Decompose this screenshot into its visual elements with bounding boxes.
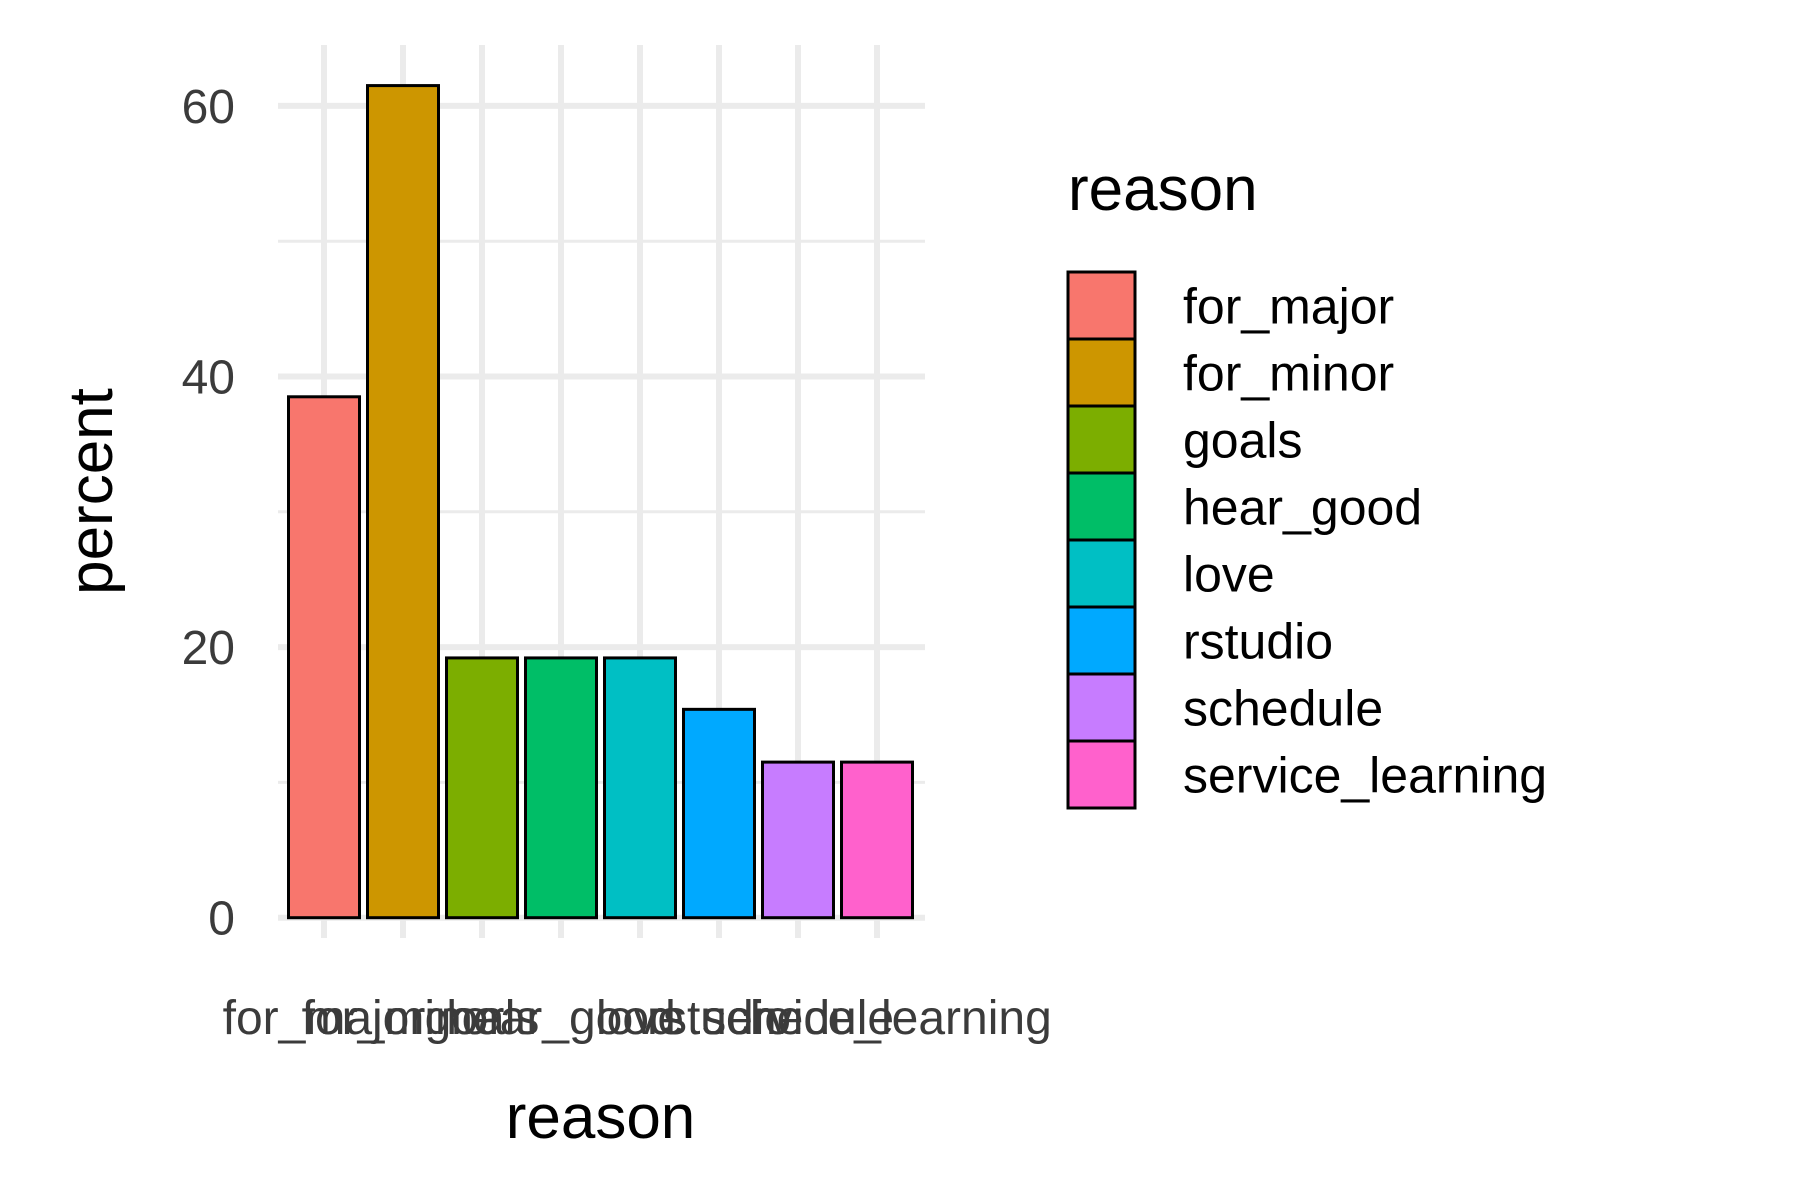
y-tick-label: 20 [182, 622, 235, 675]
legend-label: service_learning [1183, 748, 1547, 804]
x-tick-label: love [596, 992, 684, 1045]
x-tick-label: for_minor [302, 992, 505, 1045]
legend-label: rstudio [1183, 614, 1333, 670]
legend-key-hear_good [1066, 471, 1137, 542]
legend-title: reason [1068, 155, 1258, 224]
x-tick-label: service_learning [702, 992, 1052, 1045]
legend-key-schedule [1066, 672, 1137, 743]
y-axis-title: percent [57, 388, 126, 595]
legend-key-for_major [1066, 270, 1137, 341]
y-tick-label: 0 [208, 893, 235, 946]
legend-key-rstudio [1066, 605, 1137, 676]
legend-label: goals [1183, 413, 1303, 469]
x-tick-label: goals [425, 992, 540, 1045]
bar-hear_good [524, 656, 598, 920]
x-tick-label: rstudio [647, 992, 791, 1045]
x-tick-label: for_major [223, 992, 426, 1045]
x-tick-label: schedule [702, 992, 894, 1045]
y-tick-labels: 0 20 40 60 [182, 81, 235, 946]
x-tick-label: hear_good [446, 992, 676, 1045]
bar-love [603, 656, 677, 920]
legend-key-for_minor [1066, 337, 1137, 408]
y-tick-label: 40 [182, 351, 235, 404]
y-tick-label: 60 [182, 81, 235, 134]
legend-key-goals [1066, 404, 1137, 475]
legend-label: for_major [1183, 279, 1394, 335]
bar-for_minor [366, 84, 440, 920]
legend-key-love [1066, 538, 1137, 609]
bars [287, 84, 914, 920]
legend-key-service_learning [1066, 739, 1137, 810]
x-tick-labels: for_majorfor_minorgoalshear_goodloverstu… [223, 992, 1052, 1045]
x-axis-title: reason [506, 1083, 696, 1152]
bar-rstudio [682, 707, 756, 920]
legend-label: love [1183, 547, 1275, 603]
legend-label: for_minor [1183, 346, 1394, 402]
legend-label: hear_good [1183, 480, 1422, 536]
bar-service_learning [840, 760, 914, 920]
bar-schedule [761, 760, 835, 920]
bar-goals [445, 656, 519, 920]
bar-for_major [287, 395, 361, 920]
legend-label: schedule [1183, 681, 1383, 737]
